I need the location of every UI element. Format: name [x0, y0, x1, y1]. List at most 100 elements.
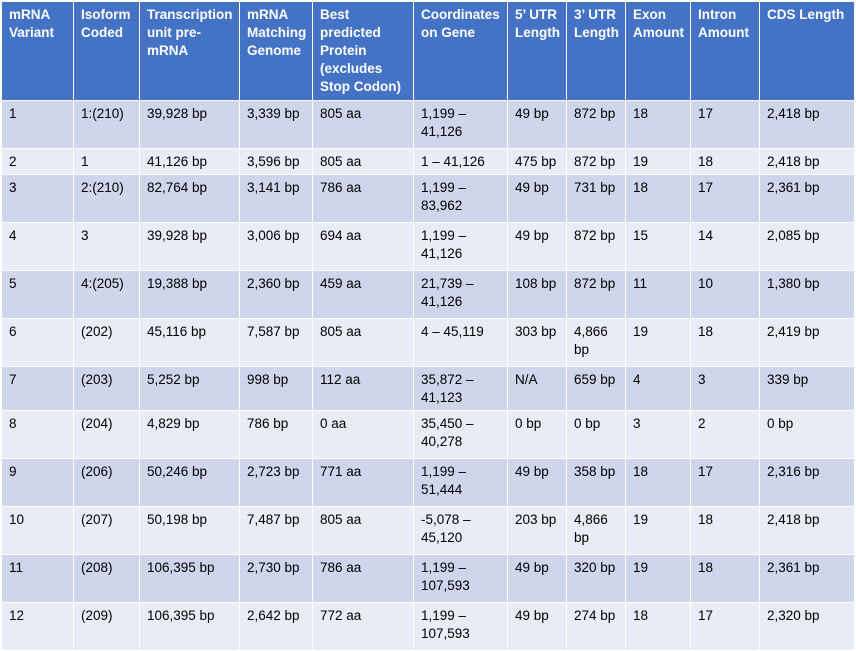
cell-isoform-coded: (202)	[73, 318, 140, 367]
cell-coordinates-on-gene: 35,450 – 40,278	[413, 410, 508, 459]
header-mrna-variant: mRNA Variant	[1, 1, 74, 101]
cell-5-utr-length: N/A	[507, 366, 567, 411]
header-best-predicted-protein: Best predicted Protein (excludes Stop Co…	[312, 1, 414, 101]
cell-isoform-coded: (208)	[73, 554, 140, 603]
cell-cds-length: 2,085 bp	[759, 222, 855, 271]
table-row: 1 1:(210) 39,928 bp 3,339 bp 805 aa 1,199 – 4…	[1, 100, 855, 149]
cell-best-predicted-protein: 771 aa	[312, 458, 414, 507]
cell-5-utr-length: 49 bp	[507, 222, 567, 271]
cell-5-utr-length: 0 bp	[507, 410, 567, 459]
cell-best-predicted-protein: 772 aa	[312, 602, 414, 651]
cell-coordinates-on-gene: 35,872 – 41,123	[413, 366, 508, 411]
cell-transcription-unit: 50,246 bp	[139, 458, 240, 507]
cell-mrna-variant: 10	[1, 506, 74, 555]
cell-transcription-unit: 39,928 bp	[139, 222, 240, 271]
cell-exon-amount: 19	[625, 506, 691, 555]
cell-coordinates-on-gene: 1 – 41,126	[413, 148, 508, 175]
cell-mrna-matching-genome: 3,339 bp	[239, 100, 313, 149]
cell-mrna-variant: 2	[1, 148, 74, 175]
table-row: 6 (202) 45,116 bp 7,587 bp 805 aa 4 – 45,119 3…	[1, 318, 855, 367]
cell-isoform-coded: (209)	[73, 602, 140, 651]
cell-cds-length: 2,419 bp	[759, 318, 855, 367]
cell-5-utr-length: 49 bp	[507, 174, 567, 223]
cell-intron-amount: 18	[690, 148, 760, 175]
header-transcription-unit: Transcription unit pre-mRNA	[139, 1, 240, 101]
cell-exon-amount: 18	[625, 174, 691, 223]
cell-isoform-coded: 1	[73, 148, 140, 175]
cell-best-predicted-protein: 805 aa	[312, 100, 414, 149]
header-row: mRNA Variant Isoform Coded Transcription…	[1, 1, 855, 101]
cell-isoform-coded: 4:(205)	[73, 270, 140, 319]
cell-intron-amount: 18	[690, 554, 760, 603]
cell-3-utr-length: 731 bp	[566, 174, 626, 223]
cell-best-predicted-protein: 805 aa	[312, 148, 414, 175]
cell-mrna-variant: 5	[1, 270, 74, 319]
cell-5-utr-length: 108 bp	[507, 270, 567, 319]
cell-5-utr-length: 203 bp	[507, 506, 567, 555]
cell-transcription-unit: 5,252 bp	[139, 366, 240, 411]
cell-3-utr-length: 872 bp	[566, 100, 626, 149]
cell-intron-amount: 17	[690, 602, 760, 651]
header-isoform-coded: Isoform Coded	[73, 1, 140, 101]
cell-best-predicted-protein: 0 aa	[312, 410, 414, 459]
cell-intron-amount: 17	[690, 174, 760, 223]
cell-best-predicted-protein: 805 aa	[312, 506, 414, 555]
cell-3-utr-length: 872 bp	[566, 270, 626, 319]
table-row: 2 1 41,126 bp 3,596 bp 805 aa 1 – 41,126 475 b…	[1, 148, 855, 175]
cell-5-utr-length: 49 bp	[507, 554, 567, 603]
cell-cds-length: 339 bp	[759, 366, 855, 411]
cell-coordinates-on-gene: 1,199 – 41,126	[413, 222, 508, 271]
cell-intron-amount: 2	[690, 410, 760, 459]
cell-mrna-variant: 8	[1, 410, 74, 459]
cell-mrna-variant: 1	[1, 100, 74, 149]
table-row: 10 (207) 50,198 bp 7,487 bp 805 aa -5,078 – 4…	[1, 506, 855, 555]
cell-best-predicted-protein: 459 aa	[312, 270, 414, 319]
table-row: 7 (203) 5,252 bp 998 bp 112 aa 35,872 – 41,12…	[1, 366, 855, 411]
cell-coordinates-on-gene: 1,199 – 107,593	[413, 554, 508, 603]
cell-mrna-matching-genome: 998 bp	[239, 366, 313, 411]
cell-coordinates-on-gene: 1,199 – 83,962	[413, 174, 508, 223]
cell-transcription-unit: 39,928 bp	[139, 100, 240, 149]
cell-transcription-unit: 41,126 bp	[139, 148, 240, 175]
cell-mrna-matching-genome: 2,642 bp	[239, 602, 313, 651]
cell-isoform-coded: 3	[73, 222, 140, 271]
cell-exon-amount: 19	[625, 318, 691, 367]
cell-intron-amount: 18	[690, 318, 760, 367]
table-row: 9 (206) 50,246 bp 2,723 bp 771 aa 1,199 – 51,…	[1, 458, 855, 507]
cell-intron-amount: 18	[690, 506, 760, 555]
table-row: 3 2:(210) 82,764 bp 3,141 bp 786 aa 1,199 – 8…	[1, 174, 855, 223]
cell-5-utr-length: 49 bp	[507, 602, 567, 651]
cell-isoform-coded: (206)	[73, 458, 140, 507]
cell-5-utr-length: 475 bp	[507, 148, 567, 175]
cell-3-utr-length: 4,866 bp	[566, 506, 626, 555]
cell-mrna-variant: 3	[1, 174, 74, 223]
cell-mrna-matching-genome: 3,141 bp	[239, 174, 313, 223]
cell-coordinates-on-gene: 1,199 – 41,126	[413, 100, 508, 149]
cell-mrna-variant: 6	[1, 318, 74, 367]
cell-intron-amount: 10	[690, 270, 760, 319]
table-row: 11 (208) 106,395 bp 2,730 bp 786 aa 1,199 – 1…	[1, 554, 855, 603]
cell-3-utr-length: 0 bp	[566, 410, 626, 459]
cell-cds-length: 0 bp	[759, 410, 855, 459]
cell-exon-amount: 3	[625, 410, 691, 459]
header-intron-amount: Intron Amount	[690, 1, 760, 101]
header-coordinates-on-gene: Coordinates on Gene	[413, 1, 508, 101]
cell-3-utr-length: 872 bp	[566, 222, 626, 271]
cell-cds-length: 2,418 bp	[759, 506, 855, 555]
cell-isoform-coded: (203)	[73, 366, 140, 411]
table-row: 4 3 39,928 bp 3,006 bp 694 aa 1,199 – 41,126 4…	[1, 222, 855, 271]
cell-best-predicted-protein: 786 aa	[312, 554, 414, 603]
cell-mrna-variant: 12	[1, 602, 74, 651]
cell-exon-amount: 18	[625, 458, 691, 507]
cell-transcription-unit: 106,395 bp	[139, 602, 240, 651]
cell-3-utr-length: 320 bp	[566, 554, 626, 603]
cell-best-predicted-protein: 112 aa	[312, 366, 414, 411]
cell-5-utr-length: 303 bp	[507, 318, 567, 367]
cell-intron-amount: 17	[690, 100, 760, 149]
cell-cds-length: 2,361 bp	[759, 554, 855, 603]
header-5-utr-length: 5’ UTR Length	[507, 1, 567, 101]
cell-mrna-variant: 11	[1, 554, 74, 603]
cell-exon-amount: 18	[625, 100, 691, 149]
cell-isoform-coded: (204)	[73, 410, 140, 459]
